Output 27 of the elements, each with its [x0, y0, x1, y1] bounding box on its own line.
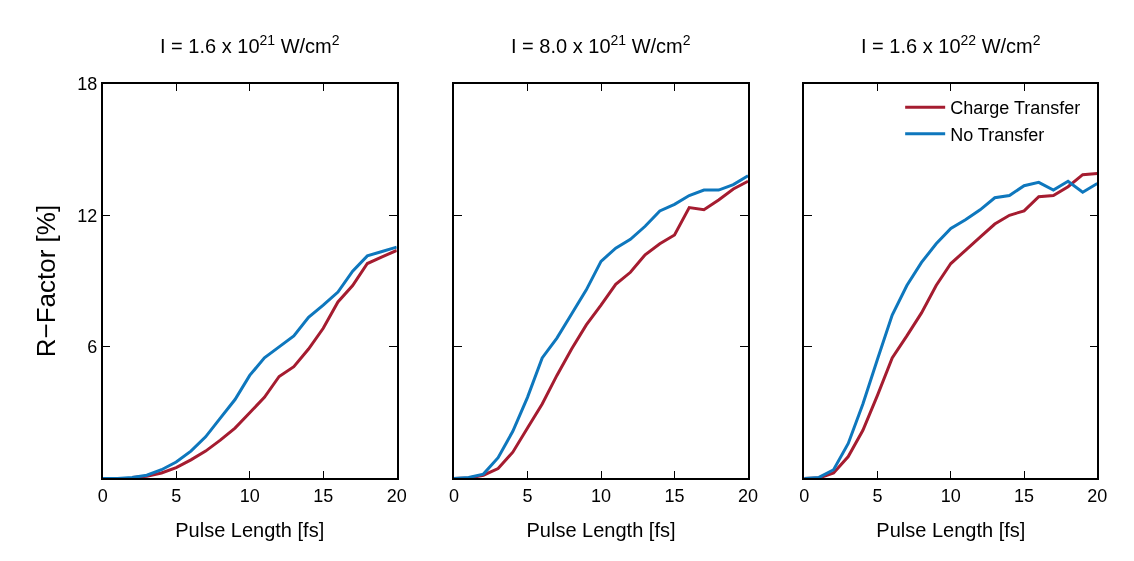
x-axis-title: Pulse Length [fs]: [526, 518, 676, 541]
x-tick-label: 10: [591, 485, 612, 506]
x-tick-label: 0: [97, 485, 108, 506]
chart-title: I = 1.6 x 10$^{21}$ W/cm$^{2}$: [160, 32, 340, 58]
x-axis-title: Pulse Length [fs]: [175, 518, 325, 541]
x-tick-label: 5: [522, 485, 533, 506]
x-tick-label: 5: [872, 485, 883, 506]
chart-title: I = 1.6 x 10$^{22}$ W/cm$^{2}$: [861, 32, 1041, 58]
x-tick-label: 15: [313, 485, 334, 506]
x-tick-label: 20: [386, 485, 407, 506]
x-tick-label: 10: [940, 485, 961, 506]
y-axis-title: R−Factor [%]: [31, 204, 62, 358]
y-tick-label: 12: [77, 205, 98, 226]
legend-label: No Transfer: [950, 124, 1045, 145]
legend-label: Charge Transfer: [950, 98, 1081, 119]
x-tick-label: 5: [171, 485, 182, 506]
x-tick-label: 20: [1087, 485, 1108, 506]
x-axis-title: Pulse Length [fs]: [876, 518, 1026, 541]
x-tick-label: 15: [664, 485, 685, 506]
y-tick-label: 18: [77, 73, 98, 94]
y-tick-label: 6: [87, 337, 98, 358]
x-tick-label: 10: [239, 485, 260, 506]
x-tick-label: 20: [738, 485, 759, 506]
x-tick-label: 15: [1014, 485, 1035, 506]
x-tick-label: 0: [448, 485, 459, 506]
chart-title: I = 8.0 x 10$^{21}$ W/cm$^{2}$: [511, 32, 691, 58]
x-tick-label: 0: [799, 485, 810, 506]
